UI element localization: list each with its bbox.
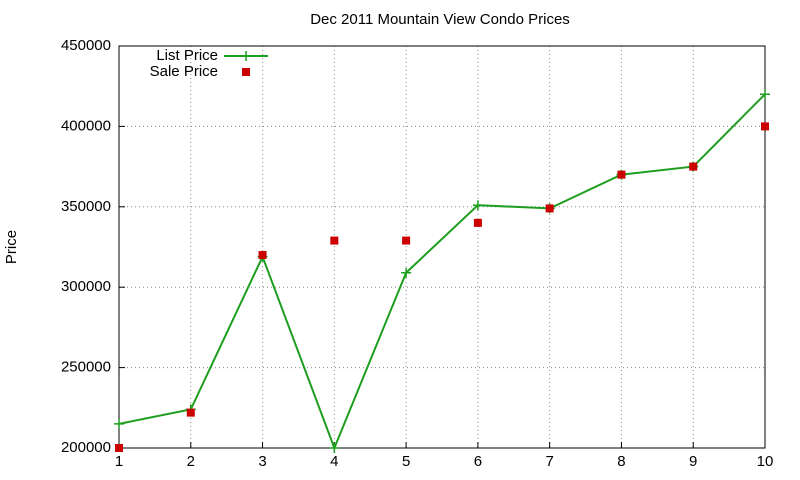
x-tick-label: 6 xyxy=(474,453,482,470)
point-marker xyxy=(330,236,339,245)
point-marker xyxy=(689,162,698,171)
plot-border xyxy=(118,45,766,449)
series-line xyxy=(118,93,766,451)
chart-title: Dec 2011 Mountain View Condo Prices xyxy=(310,11,570,28)
point-marker xyxy=(545,204,554,213)
x-tick-label: 2 xyxy=(187,453,195,470)
point-marker xyxy=(329,443,340,453)
point-marker xyxy=(186,408,195,417)
point-marker xyxy=(402,236,411,245)
point-marker xyxy=(115,444,123,452)
y-tick-label: 400000 xyxy=(61,117,111,134)
point-marker xyxy=(761,122,769,131)
x-tick-label: 7 xyxy=(545,453,553,470)
x-tick-label: 5 xyxy=(402,453,410,470)
point-marker xyxy=(473,218,482,227)
point-marker xyxy=(258,251,267,260)
legend-label: List Price xyxy=(156,47,218,64)
x-tick-label: 4 xyxy=(330,453,338,470)
y-tick-label: 350000 xyxy=(61,198,111,215)
x-tick-label: 3 xyxy=(258,453,266,470)
x-tick-label: 10 xyxy=(757,453,774,470)
x-tick-label: 9 xyxy=(689,453,697,470)
y-axis-label: Price xyxy=(3,230,20,264)
point-marker xyxy=(617,170,626,179)
y-tick-label: 450000 xyxy=(61,37,111,54)
legend-marker xyxy=(241,51,251,61)
legend-marker xyxy=(242,68,250,76)
y-tick-label: 250000 xyxy=(61,359,111,376)
point-marker xyxy=(472,200,483,211)
point-marker xyxy=(114,418,124,429)
x-tick-label: 8 xyxy=(617,453,625,470)
x-tick-label: 1 xyxy=(115,453,123,470)
point-marker xyxy=(760,89,770,100)
y-tick-label: 300000 xyxy=(61,278,111,295)
point-marker xyxy=(401,267,412,278)
y-tick-label: 200000 xyxy=(61,439,111,456)
legend-label: Sale Price xyxy=(150,63,218,80)
